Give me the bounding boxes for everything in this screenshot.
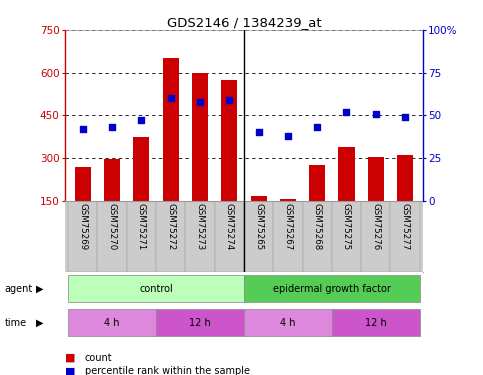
Text: GSM75270: GSM75270 xyxy=(108,203,116,250)
Text: count: count xyxy=(85,353,112,363)
Bar xyxy=(390,201,420,272)
Bar xyxy=(251,196,267,201)
Text: GSM75272: GSM75272 xyxy=(166,203,175,250)
Point xyxy=(108,124,116,130)
Bar xyxy=(68,309,156,336)
Bar xyxy=(192,73,208,201)
Text: GSM75274: GSM75274 xyxy=(225,203,234,250)
Text: GSM75271: GSM75271 xyxy=(137,203,146,250)
Bar xyxy=(68,275,244,302)
Text: 12 h: 12 h xyxy=(189,318,211,327)
Text: 4 h: 4 h xyxy=(280,318,296,327)
Text: GSM75269: GSM75269 xyxy=(78,203,87,250)
Point xyxy=(167,95,174,101)
Text: GSM75276: GSM75276 xyxy=(371,203,380,250)
Point xyxy=(342,109,350,115)
Point xyxy=(401,114,409,120)
Text: 12 h: 12 h xyxy=(365,318,386,327)
Text: GSM75268: GSM75268 xyxy=(313,203,322,250)
Text: GSM75275: GSM75275 xyxy=(342,203,351,250)
Bar xyxy=(244,275,420,302)
Text: time: time xyxy=(5,318,27,327)
Bar xyxy=(133,136,149,201)
Bar xyxy=(309,165,325,201)
Bar xyxy=(397,155,413,201)
Bar xyxy=(244,201,273,272)
Bar xyxy=(163,58,179,201)
Bar xyxy=(185,201,214,272)
Bar xyxy=(221,80,237,201)
Bar xyxy=(332,309,420,336)
Point xyxy=(196,99,204,105)
Bar xyxy=(156,201,185,272)
Point xyxy=(255,129,262,135)
Point xyxy=(79,126,86,132)
Bar xyxy=(244,309,332,336)
Bar xyxy=(280,199,296,201)
Bar xyxy=(98,201,127,272)
Bar xyxy=(368,156,384,201)
Bar xyxy=(104,159,120,201)
Bar xyxy=(332,201,361,272)
Text: agent: agent xyxy=(5,284,33,294)
Title: GDS2146 / 1384239_at: GDS2146 / 1384239_at xyxy=(167,16,321,29)
Text: ▶: ▶ xyxy=(36,318,44,327)
Text: GSM75273: GSM75273 xyxy=(196,203,204,250)
Bar xyxy=(75,166,91,201)
Text: percentile rank within the sample: percentile rank within the sample xyxy=(85,366,250,375)
Bar xyxy=(214,201,244,272)
Bar xyxy=(156,309,244,336)
Text: control: control xyxy=(139,284,173,294)
Point xyxy=(372,111,380,117)
Text: GSM75265: GSM75265 xyxy=(254,203,263,250)
Text: ■: ■ xyxy=(65,353,76,363)
Bar xyxy=(361,201,390,272)
Point xyxy=(138,117,145,123)
Text: epidermal growth factor: epidermal growth factor xyxy=(273,284,391,294)
Bar xyxy=(339,147,355,201)
Text: ■: ■ xyxy=(65,366,76,375)
Bar xyxy=(68,201,98,272)
Bar xyxy=(127,201,156,272)
Bar xyxy=(273,201,302,272)
Point xyxy=(226,97,233,103)
Text: ▶: ▶ xyxy=(36,284,44,294)
Text: 4 h: 4 h xyxy=(104,318,120,327)
Text: GSM75267: GSM75267 xyxy=(284,203,292,250)
Point xyxy=(313,124,321,130)
Bar xyxy=(302,201,332,272)
Text: GSM75277: GSM75277 xyxy=(400,203,410,250)
Point xyxy=(284,133,292,139)
